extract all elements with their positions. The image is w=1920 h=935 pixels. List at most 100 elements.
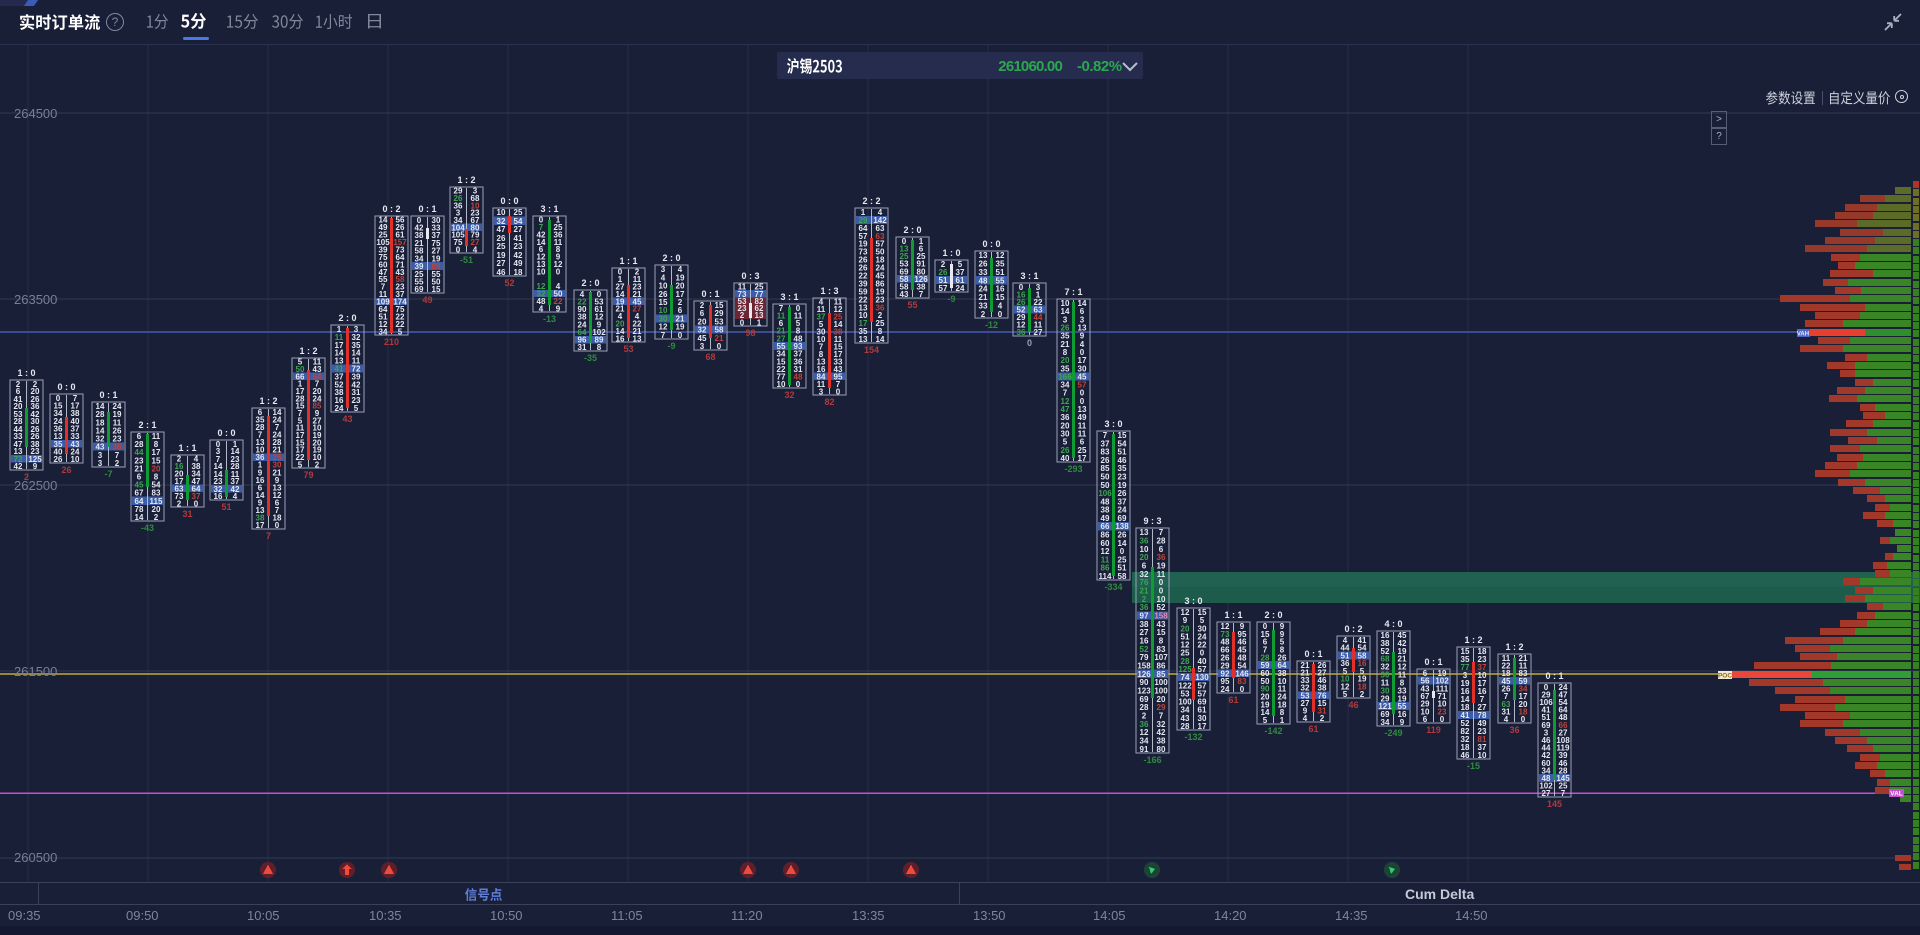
svg-text:47: 47 [192,477,201,486]
svg-text:25: 25 [834,313,843,322]
svg-text:-9: -9 [667,341,675,351]
svg-text:95: 95 [834,372,843,381]
svg-text:3: 3 [661,265,666,274]
svg-text:17: 17 [152,448,161,457]
svg-text:12: 12 [379,320,388,329]
svg-text:15: 15 [1461,647,1470,656]
svg-text:4: 4 [580,290,585,299]
svg-text:27: 27 [1559,728,1568,737]
svg-text:86: 86 [876,279,885,288]
svg-text:23: 23 [31,447,40,456]
svg-text:55: 55 [415,278,424,287]
svg-text:3: 3 [98,451,103,460]
svg-text:68: 68 [471,194,480,203]
svg-text:26: 26 [61,465,71,475]
svg-text:5: 5 [1200,616,1205,625]
svg-text:12: 12 [537,253,546,262]
svg-text:25: 25 [379,231,388,240]
svg-text:69: 69 [1118,514,1127,523]
svg-text:8: 8 [154,440,159,449]
svg-text:10: 10 [71,455,80,464]
svg-text:16: 16 [616,334,625,343]
svg-text:12: 12 [1181,641,1190,650]
svg-text:32: 32 [96,435,105,444]
svg-text:23: 23 [1118,473,1127,482]
svg-text:1 : 1: 1 : 1 [619,256,637,266]
svg-text:30: 30 [31,417,40,426]
svg-text:23: 23 [1438,707,1447,716]
svg-text:23: 23 [471,209,480,218]
svg-text:21: 21 [1519,654,1528,663]
svg-text:4: 4 [1080,340,1085,349]
svg-text:1: 1 [298,380,303,389]
svg-text:10: 10 [1140,545,1149,554]
svg-text:35: 35 [352,341,361,350]
svg-text:51: 51 [379,312,388,321]
svg-text:30: 30 [1061,430,1070,439]
svg-text:10: 10 [777,380,786,389]
svg-text:50: 50 [296,365,305,374]
svg-text:11: 11 [554,238,563,247]
svg-text:109: 109 [376,298,390,307]
svg-text:2 : 0: 2 : 0 [338,313,356,323]
svg-text:38: 38 [71,409,80,418]
svg-text:13: 13 [256,506,265,515]
svg-text:34: 34 [54,409,63,418]
svg-text:63: 63 [1034,306,1043,315]
svg-text:27: 27 [432,247,441,256]
svg-text:53: 53 [1181,689,1190,698]
svg-text:27: 27 [1542,789,1551,798]
svg-text:50: 50 [1261,677,1270,686]
svg-text:13: 13 [273,483,282,492]
svg-text:14: 14 [96,402,105,411]
svg-text:19: 19 [676,323,685,332]
svg-text:2: 2 [700,301,705,310]
svg-text:90: 90 [578,305,587,314]
svg-text:16: 16 [817,365,826,374]
svg-text:24: 24 [578,320,587,329]
svg-text:83: 83 [1238,677,1247,686]
svg-text:2: 2 [981,310,986,319]
svg-text:22: 22 [296,453,305,462]
svg-text:13: 13 [1078,405,1087,414]
svg-text:27: 27 [514,225,523,234]
svg-text:49: 49 [1078,413,1087,422]
svg-text:3: 3 [98,459,103,468]
svg-text:16: 16 [1381,631,1390,640]
svg-text:47: 47 [1061,405,1070,414]
svg-text:37: 37 [71,425,80,434]
svg-text:12: 12 [1061,397,1070,406]
svg-text:-9: -9 [947,294,955,304]
svg-text:10: 10 [859,311,868,320]
svg-text:125: 125 [28,455,42,464]
svg-text:1 : 2: 1 : 2 [259,396,277,406]
svg-text:41: 41 [14,395,23,404]
svg-text:64: 64 [1278,661,1287,670]
svg-text:9: 9 [556,253,561,262]
svg-text:0: 0 [902,237,907,246]
svg-text:15: 15 [996,293,1005,302]
svg-text:-7: -7 [104,469,112,479]
svg-text:0 : 2: 0 : 2 [382,204,400,214]
svg-text:5: 5 [958,260,963,269]
svg-text:24: 24 [1221,685,1230,694]
svg-text:13: 13 [54,432,63,441]
svg-text:17: 17 [1078,454,1087,463]
svg-text:76: 76 [1140,578,1149,587]
svg-text:46: 46 [1238,638,1247,647]
svg-text:15: 15 [1198,608,1207,617]
svg-text:26: 26 [113,426,122,435]
svg-text:38: 38 [1157,737,1166,746]
svg-text:2 : 0: 2 : 0 [903,225,921,235]
svg-text:46: 46 [1348,700,1358,710]
svg-text:74: 74 [1181,673,1190,682]
svg-text:46: 46 [1118,456,1127,465]
svg-text:13: 13 [817,357,826,366]
svg-text:12: 12 [273,491,282,500]
svg-text:8: 8 [154,473,159,482]
svg-text:20: 20 [14,402,23,411]
svg-text:5: 5 [398,327,403,336]
svg-text:7: 7 [115,451,120,460]
svg-text:90: 90 [1140,678,1149,687]
svg-text:8: 8 [1159,637,1164,646]
